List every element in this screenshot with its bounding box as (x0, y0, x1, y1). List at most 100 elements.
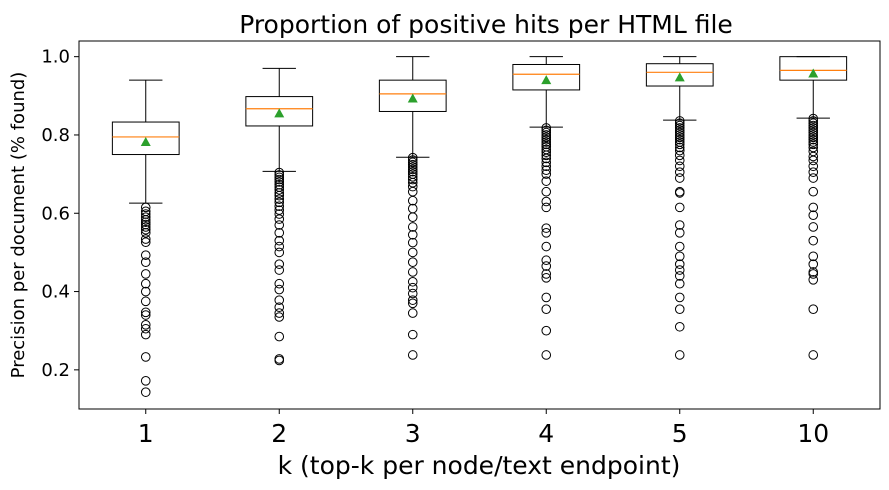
outlier-point (541, 176, 552, 186)
outlier-point (407, 174, 418, 185)
outlier-point (140, 269, 151, 279)
outlier-point (407, 247, 418, 258)
outlier-point (407, 288, 418, 299)
outlier-point (808, 161, 819, 172)
outlier-point (674, 265, 685, 275)
outlier-point (808, 130, 819, 140)
box-group-5 (645, 56, 714, 360)
outlier-point (674, 130, 685, 140)
box (512, 63, 581, 91)
outlier-point (541, 127, 552, 138)
box (779, 56, 848, 81)
outlier-point (274, 278, 285, 289)
outlier-point (140, 286, 151, 297)
outlier-point (674, 155, 685, 166)
outlier-point (274, 235, 285, 246)
outlier-point (407, 164, 418, 175)
outlier-point (674, 145, 685, 156)
outlier-point (407, 276, 418, 287)
outlier-point (407, 295, 418, 305)
outlier-point (140, 228, 151, 238)
outlier-point (407, 162, 418, 172)
x-tick-label: 4 (538, 419, 554, 448)
box-group-3 (378, 56, 447, 360)
outlier-point (407, 155, 418, 165)
outlier-point (674, 228, 685, 238)
outlier-point (674, 173, 685, 183)
outlier-point (541, 261, 552, 271)
outlier-point (274, 197, 285, 208)
outlier-point (140, 257, 151, 267)
outlier-point (674, 120, 685, 131)
outlier-point (541, 241, 552, 252)
outlier-point (274, 188, 285, 198)
chart-title: Proportion of positive hits per HTML fil… (239, 10, 733, 39)
outlier-point (274, 265, 285, 275)
outlier-point (674, 259, 685, 269)
outlier-point (674, 167, 685, 177)
x-axis-label: k (top-k per node/text endpoint) (278, 451, 681, 480)
outlier-point (541, 150, 552, 161)
outlier-point (407, 282, 418, 293)
box-group-2 (245, 67, 314, 366)
outlier-point (674, 127, 685, 138)
mean-marker (407, 93, 418, 103)
outlier-point (274, 174, 285, 185)
box (245, 96, 314, 127)
outlier-point (674, 139, 685, 150)
outlier-point (140, 352, 151, 362)
box (111, 121, 180, 156)
x-tick-label: 2 (271, 419, 287, 448)
outlier-point (541, 161, 552, 172)
outlier-point (674, 161, 685, 172)
box (378, 79, 447, 112)
y-tick-label: 1.0 (41, 47, 70, 68)
outlier-point (140, 237, 151, 248)
outlier-point (674, 188, 685, 198)
outlier-point (674, 220, 685, 230)
outlier-point (541, 304, 552, 314)
outlier-point (808, 132, 819, 143)
plot-area-frame (78, 40, 881, 410)
outlier-point (140, 234, 151, 244)
outlier-point (674, 118, 685, 129)
outlier-point (407, 166, 418, 177)
outlier-point (541, 292, 552, 303)
outlier-point (674, 292, 685, 303)
outlier-point (808, 210, 819, 221)
outlier-point (274, 312, 285, 322)
outlier-point (407, 203, 418, 214)
outlier-point (407, 229, 418, 240)
outlier-point (808, 151, 819, 162)
outlier-point (541, 255, 552, 266)
box-group-1 (111, 79, 180, 397)
outlier-point (274, 190, 285, 201)
x-axis: 1 2 3 4 5 10 (138, 409, 829, 448)
y-axis: 0.2 0.4 0.6 0.8 1.0 (41, 47, 79, 381)
outlier-point (140, 376, 151, 386)
outlier-point (140, 320, 151, 330)
outlier-point (407, 257, 418, 267)
outlier-point (140, 329, 151, 340)
outlier-point (407, 308, 418, 318)
outlier-point (541, 157, 552, 168)
outlier-point (407, 195, 418, 206)
outlier-point (274, 355, 285, 366)
outlier-point (808, 259, 819, 269)
outlier-point (541, 325, 552, 336)
outlier-point (674, 304, 685, 314)
outlier-point (407, 267, 418, 277)
outlier-point (674, 142, 685, 153)
outlier-point (808, 123, 819, 133)
outlier-point (541, 186, 552, 197)
outlier-point (808, 350, 819, 360)
outlier-point (274, 177, 285, 187)
outlier-point (274, 241, 285, 252)
outlier-point (541, 169, 552, 179)
outlier-point (674, 321, 685, 332)
outlier-point (541, 139, 552, 150)
outlier-point (808, 134, 819, 145)
outlier-point (674, 241, 685, 252)
outlier-point (674, 116, 685, 126)
